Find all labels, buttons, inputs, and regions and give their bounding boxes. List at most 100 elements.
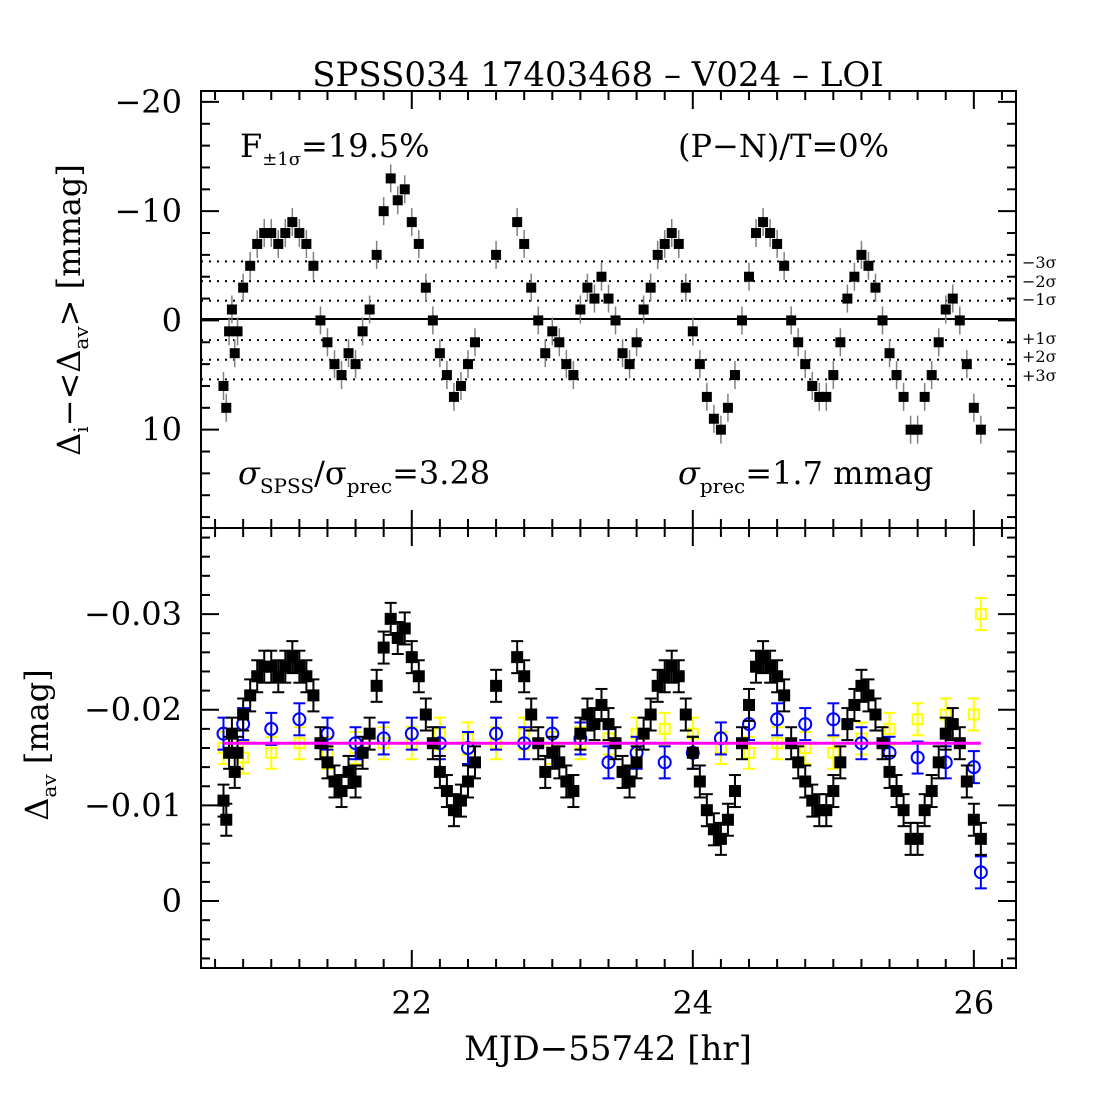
data-point [357,326,368,337]
data-point [700,804,713,817]
data-point [554,337,565,348]
data-point [399,184,410,195]
data-point [966,760,981,775]
data-point [220,813,233,826]
data-point [834,756,847,769]
data-point [512,217,523,228]
data-point [651,679,664,692]
data-point [736,315,747,326]
data-point [806,794,819,807]
data-point [404,726,419,741]
bottom-ylabel: Δav [mag] [18,669,61,820]
data-point [835,337,846,348]
data-point [588,718,601,731]
sigma-labels: −3σ −2σ −1σ +1σ +2σ +3σ [1022,253,1057,385]
data-point [637,727,650,740]
data-point [827,746,840,759]
data-point [666,228,677,239]
bottom-panel: −0.03 −0.02 −0.01 0 22 24 26 Δav [mag] [18,527,1017,1022]
ratio-annotation: σSPSS/σprec=3.28 [238,454,490,498]
data-point [320,726,335,741]
data-point [349,775,362,788]
sigma-label-p3: +3σ [1022,366,1057,385]
data-point [363,727,376,740]
data-point [707,823,720,836]
data-point [693,775,706,788]
data-point [384,612,397,625]
data-point [905,424,916,435]
data-point [911,713,924,726]
data-point [519,238,530,249]
data-point [926,370,937,381]
data-point [301,238,312,249]
data-point [743,698,756,711]
data-point [336,370,347,381]
data-point [848,698,861,711]
data-point [568,370,579,381]
data-point [589,293,600,304]
data-point [238,282,249,293]
data-point [757,651,770,664]
data-point [224,326,235,337]
data-point [356,746,369,759]
data-point [420,282,431,293]
data-point [547,326,558,337]
data-point [687,326,698,337]
data-point [870,282,881,293]
data-point [286,651,299,664]
sigma-label-p2: +2σ [1022,347,1057,366]
data-point [469,756,482,769]
data-point [329,359,340,370]
data-point [539,765,552,778]
data-point [672,670,685,683]
data-point [729,370,740,381]
data-point [630,756,643,769]
data-point [701,391,712,402]
data-point [638,304,649,315]
data-point [294,228,305,239]
data-point [582,282,593,293]
data-point [765,228,776,239]
data-point [610,315,621,326]
data-point [779,260,790,271]
data-point [533,315,544,326]
data-point [596,271,607,282]
data-point [526,282,537,293]
data-point [657,755,672,770]
y-tick-label: −0.01 [84,786,182,824]
top-ylabel: Δi−<Δav> [mmag] [50,164,93,456]
data-point [673,238,684,249]
data-point [561,359,572,370]
data-point [758,217,769,228]
data-point [798,717,813,732]
data-point [714,832,727,845]
data-point [525,708,538,721]
data-point [434,348,445,359]
data-point [946,718,959,731]
data-point [743,746,756,759]
f-annotation: F±1σ=19.5% [240,127,430,170]
data-point [728,785,741,798]
data-point [975,424,986,435]
data-point [546,746,559,759]
data-point [932,756,945,769]
data-point [218,380,229,391]
data-point [602,718,615,731]
data-point [237,708,250,721]
data-point [849,271,860,282]
data-point [665,660,678,673]
data-point [771,670,784,683]
data-point [293,660,306,673]
data-point [631,337,642,348]
data-point [370,679,383,692]
data-point [645,282,656,293]
data-point [883,722,896,735]
data-point [391,632,404,644]
data-point [652,249,663,260]
data-point [328,775,341,788]
data-point [433,765,446,778]
data-point [335,785,348,798]
data-point [412,670,425,683]
data-point [321,756,334,769]
data-point [343,348,354,359]
